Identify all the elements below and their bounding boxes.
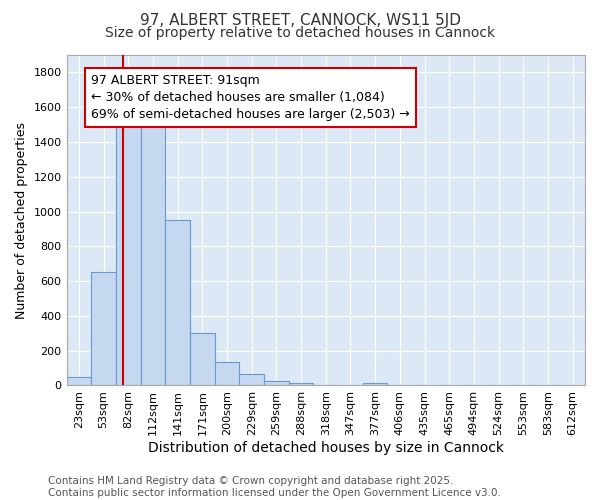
Text: Size of property relative to detached houses in Cannock: Size of property relative to detached ho… (105, 26, 495, 40)
Bar (140, 124, 165, 386)
Bar (67, 377, 91, 386)
Text: 97, ALBERT STREET, CANNOCK, WS11 5JD: 97, ALBERT STREET, CANNOCK, WS11 5JD (139, 12, 461, 28)
Bar (116, 124, 140, 386)
Bar (289, 383, 313, 386)
Bar (363, 383, 388, 386)
Bar (264, 381, 289, 386)
Y-axis label: Number of detached properties: Number of detached properties (15, 122, 28, 318)
Bar (215, 362, 239, 386)
Bar (239, 374, 264, 386)
Bar (165, 220, 190, 386)
Text: Contains HM Land Registry data © Crown copyright and database right 2025.
Contai: Contains HM Land Registry data © Crown c… (48, 476, 501, 498)
Bar (190, 334, 215, 386)
Bar (91, 272, 116, 386)
Text: 97 ALBERT STREET: 91sqm
← 30% of detached houses are smaller (1,084)
69% of semi: 97 ALBERT STREET: 91sqm ← 30% of detache… (91, 74, 410, 121)
X-axis label: Distribution of detached houses by size in Cannock: Distribution of detached houses by size … (148, 441, 504, 455)
